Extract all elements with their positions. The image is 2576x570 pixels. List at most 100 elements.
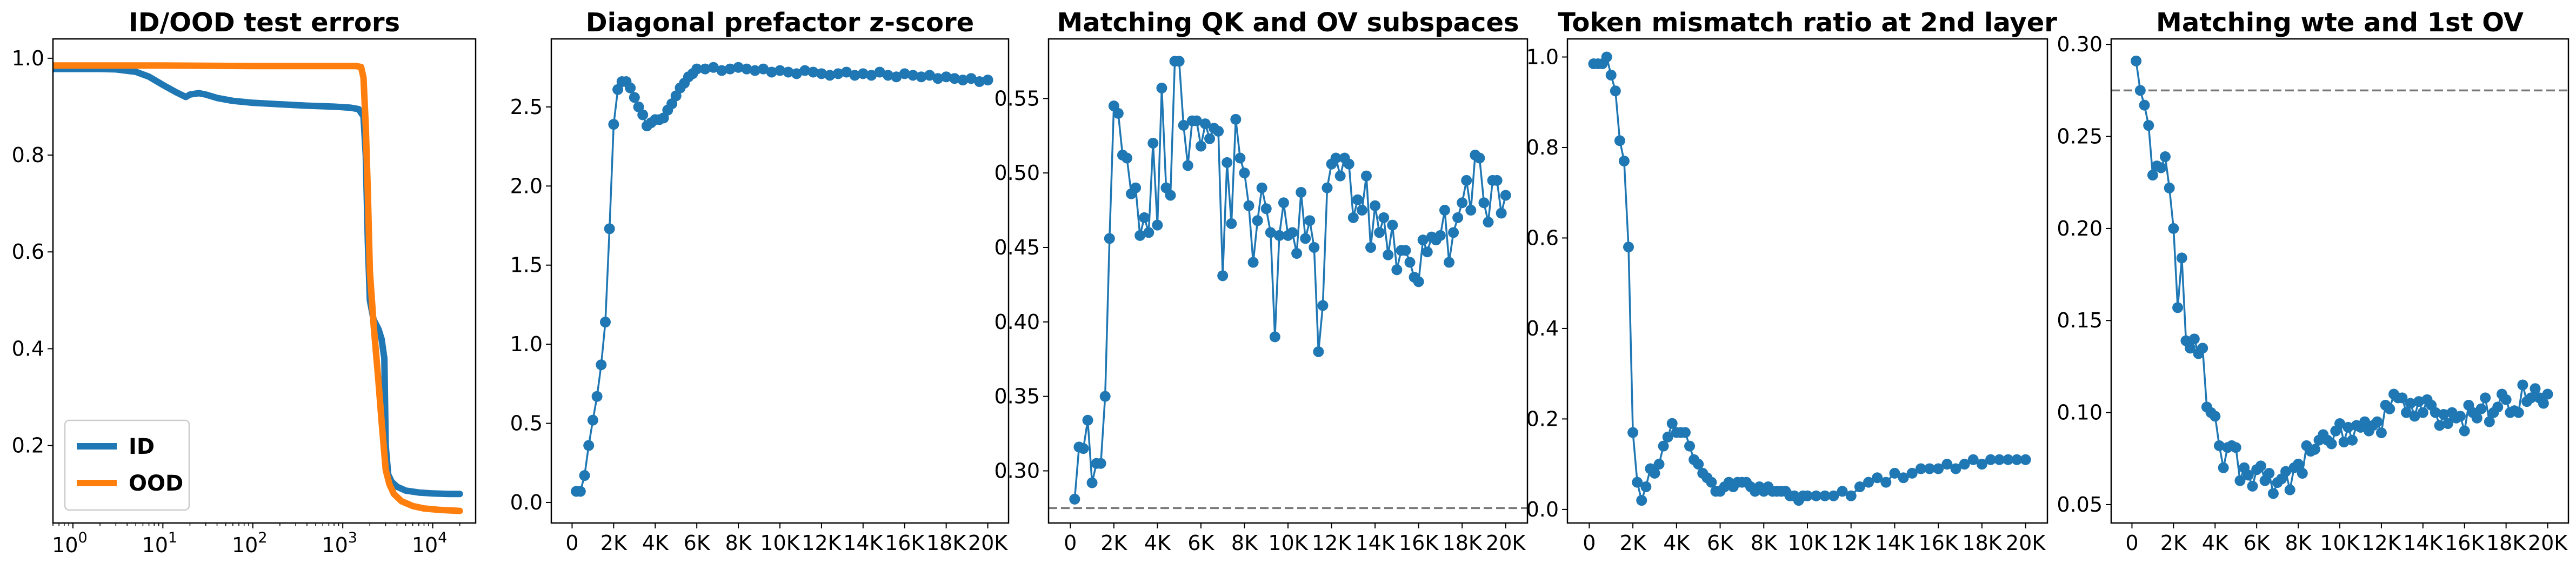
data-point: [599, 317, 611, 328]
data-point: [1898, 472, 1909, 484]
data-point: [1614, 135, 1625, 146]
x-tick-label: 14K: [1875, 531, 1915, 555]
data-point: [783, 66, 794, 78]
data-point: [604, 223, 615, 234]
data-point: [824, 70, 836, 81]
data-point: [637, 109, 649, 120]
data-point: [899, 68, 910, 79]
x-tick-label: 12K: [802, 531, 842, 555]
data-point: [2243, 470, 2254, 481]
data-point: [1601, 51, 1612, 63]
y-tick-label: 2.5: [510, 95, 543, 119]
plot-area: [2111, 55, 2568, 499]
x-tick-label: 6K: [1187, 531, 1214, 555]
data-point: [1679, 427, 1691, 438]
x-tick-base: 10: [412, 533, 438, 557]
data-point: [974, 76, 985, 88]
data-point: [2247, 480, 2258, 492]
x-tick-label: 10K: [760, 531, 800, 555]
y-tick-label: 0.0: [1526, 498, 1559, 521]
x-tick-label: 20K: [2528, 531, 2568, 555]
data-point: [1605, 69, 1617, 81]
data-point: [2475, 403, 2487, 414]
data-point: [2309, 444, 2320, 455]
data-point: [2417, 407, 2428, 418]
x-tick-label: 6K: [684, 531, 711, 555]
data-point: [2139, 99, 2150, 111]
data-point: [1195, 140, 1206, 152]
data-point: [2397, 392, 2408, 404]
data-point: [1828, 490, 1839, 501]
y-tick-label: 0.2: [12, 434, 44, 458]
chart-title: ID/OOD test errors: [129, 8, 400, 38]
data-point: [1404, 257, 1416, 268]
data-point: [716, 65, 728, 76]
data-point: [1994, 454, 2005, 465]
data-point: [816, 68, 827, 79]
data-point: [1313, 346, 1324, 357]
data-point: [1483, 217, 1494, 228]
data-point: [2542, 388, 2553, 400]
data-point: [1173, 56, 1185, 67]
chart-title: Token mismatch ratio at 2nd layer: [1558, 8, 2057, 38]
data-point: [2255, 460, 2266, 472]
x-tick-label: 102: [232, 529, 268, 557]
data-point: [1226, 218, 1237, 229]
data-point: [2343, 421, 2354, 433]
data-point: [2164, 182, 2175, 193]
data-point: [2230, 442, 2241, 453]
x-tick-label: 2K: [1100, 531, 1127, 555]
data-point: [2359, 416, 2371, 427]
data-point: [1448, 227, 1459, 238]
data-point: [1165, 190, 1176, 201]
x-tick-label: 0: [1064, 531, 1077, 555]
data-point: [1623, 242, 1634, 253]
data-point: [1265, 227, 1276, 238]
y-tick-label: 0.5: [510, 412, 543, 435]
data-point: [1260, 203, 1272, 214]
data-point: [2267, 488, 2279, 499]
legend-box: [64, 419, 190, 511]
x-tick-label: 20K: [968, 531, 1008, 555]
data-point: [1924, 463, 1936, 474]
plot-area: [1049, 56, 1527, 509]
data-point: [1082, 414, 1093, 426]
data-point: [1802, 490, 1813, 501]
data-point: [1811, 490, 1822, 501]
data-point: [832, 68, 844, 79]
data-point: [1658, 440, 1669, 452]
y-tick-label: 0.10: [2057, 401, 2103, 425]
data-point: [1234, 152, 1246, 164]
data-point: [1491, 175, 1503, 186]
data-point: [2401, 407, 2412, 418]
chart-2: Diagonal prefactor z-score 0.0 0.5 1.0 1.5 2.…: [510, 8, 1010, 555]
y-tick-label: 0.30: [994, 459, 1040, 483]
x-tick-label: 18K: [926, 531, 966, 555]
data-point: [1317, 300, 1329, 311]
data-point: [1365, 242, 1377, 253]
data-point: [2334, 418, 2345, 430]
plot-area: [571, 62, 993, 497]
data-point: [1618, 156, 1630, 167]
data-point: [1134, 230, 1146, 241]
data-point: [670, 90, 682, 102]
x-tick-label: 8K: [1751, 531, 1778, 555]
data-point: [1872, 472, 1883, 484]
data-point: [1880, 477, 1892, 488]
data-point: [1933, 463, 1944, 474]
data-point: [1322, 182, 1333, 193]
data-point: [2438, 408, 2450, 420]
data-point: [629, 92, 640, 103]
data-point: [658, 112, 669, 124]
data-point: [1343, 158, 1354, 170]
x-tick-label: 18K: [2486, 531, 2526, 555]
data-point: [1199, 118, 1211, 130]
data-point: [1889, 467, 1900, 479]
data-point: [982, 75, 993, 86]
x-tick-label: 2K: [1620, 531, 1647, 555]
data-point: [1474, 152, 1485, 164]
y-tick-label: 0.6: [12, 240, 44, 264]
data-point: [2326, 438, 2337, 450]
data-point: [1300, 233, 1311, 244]
